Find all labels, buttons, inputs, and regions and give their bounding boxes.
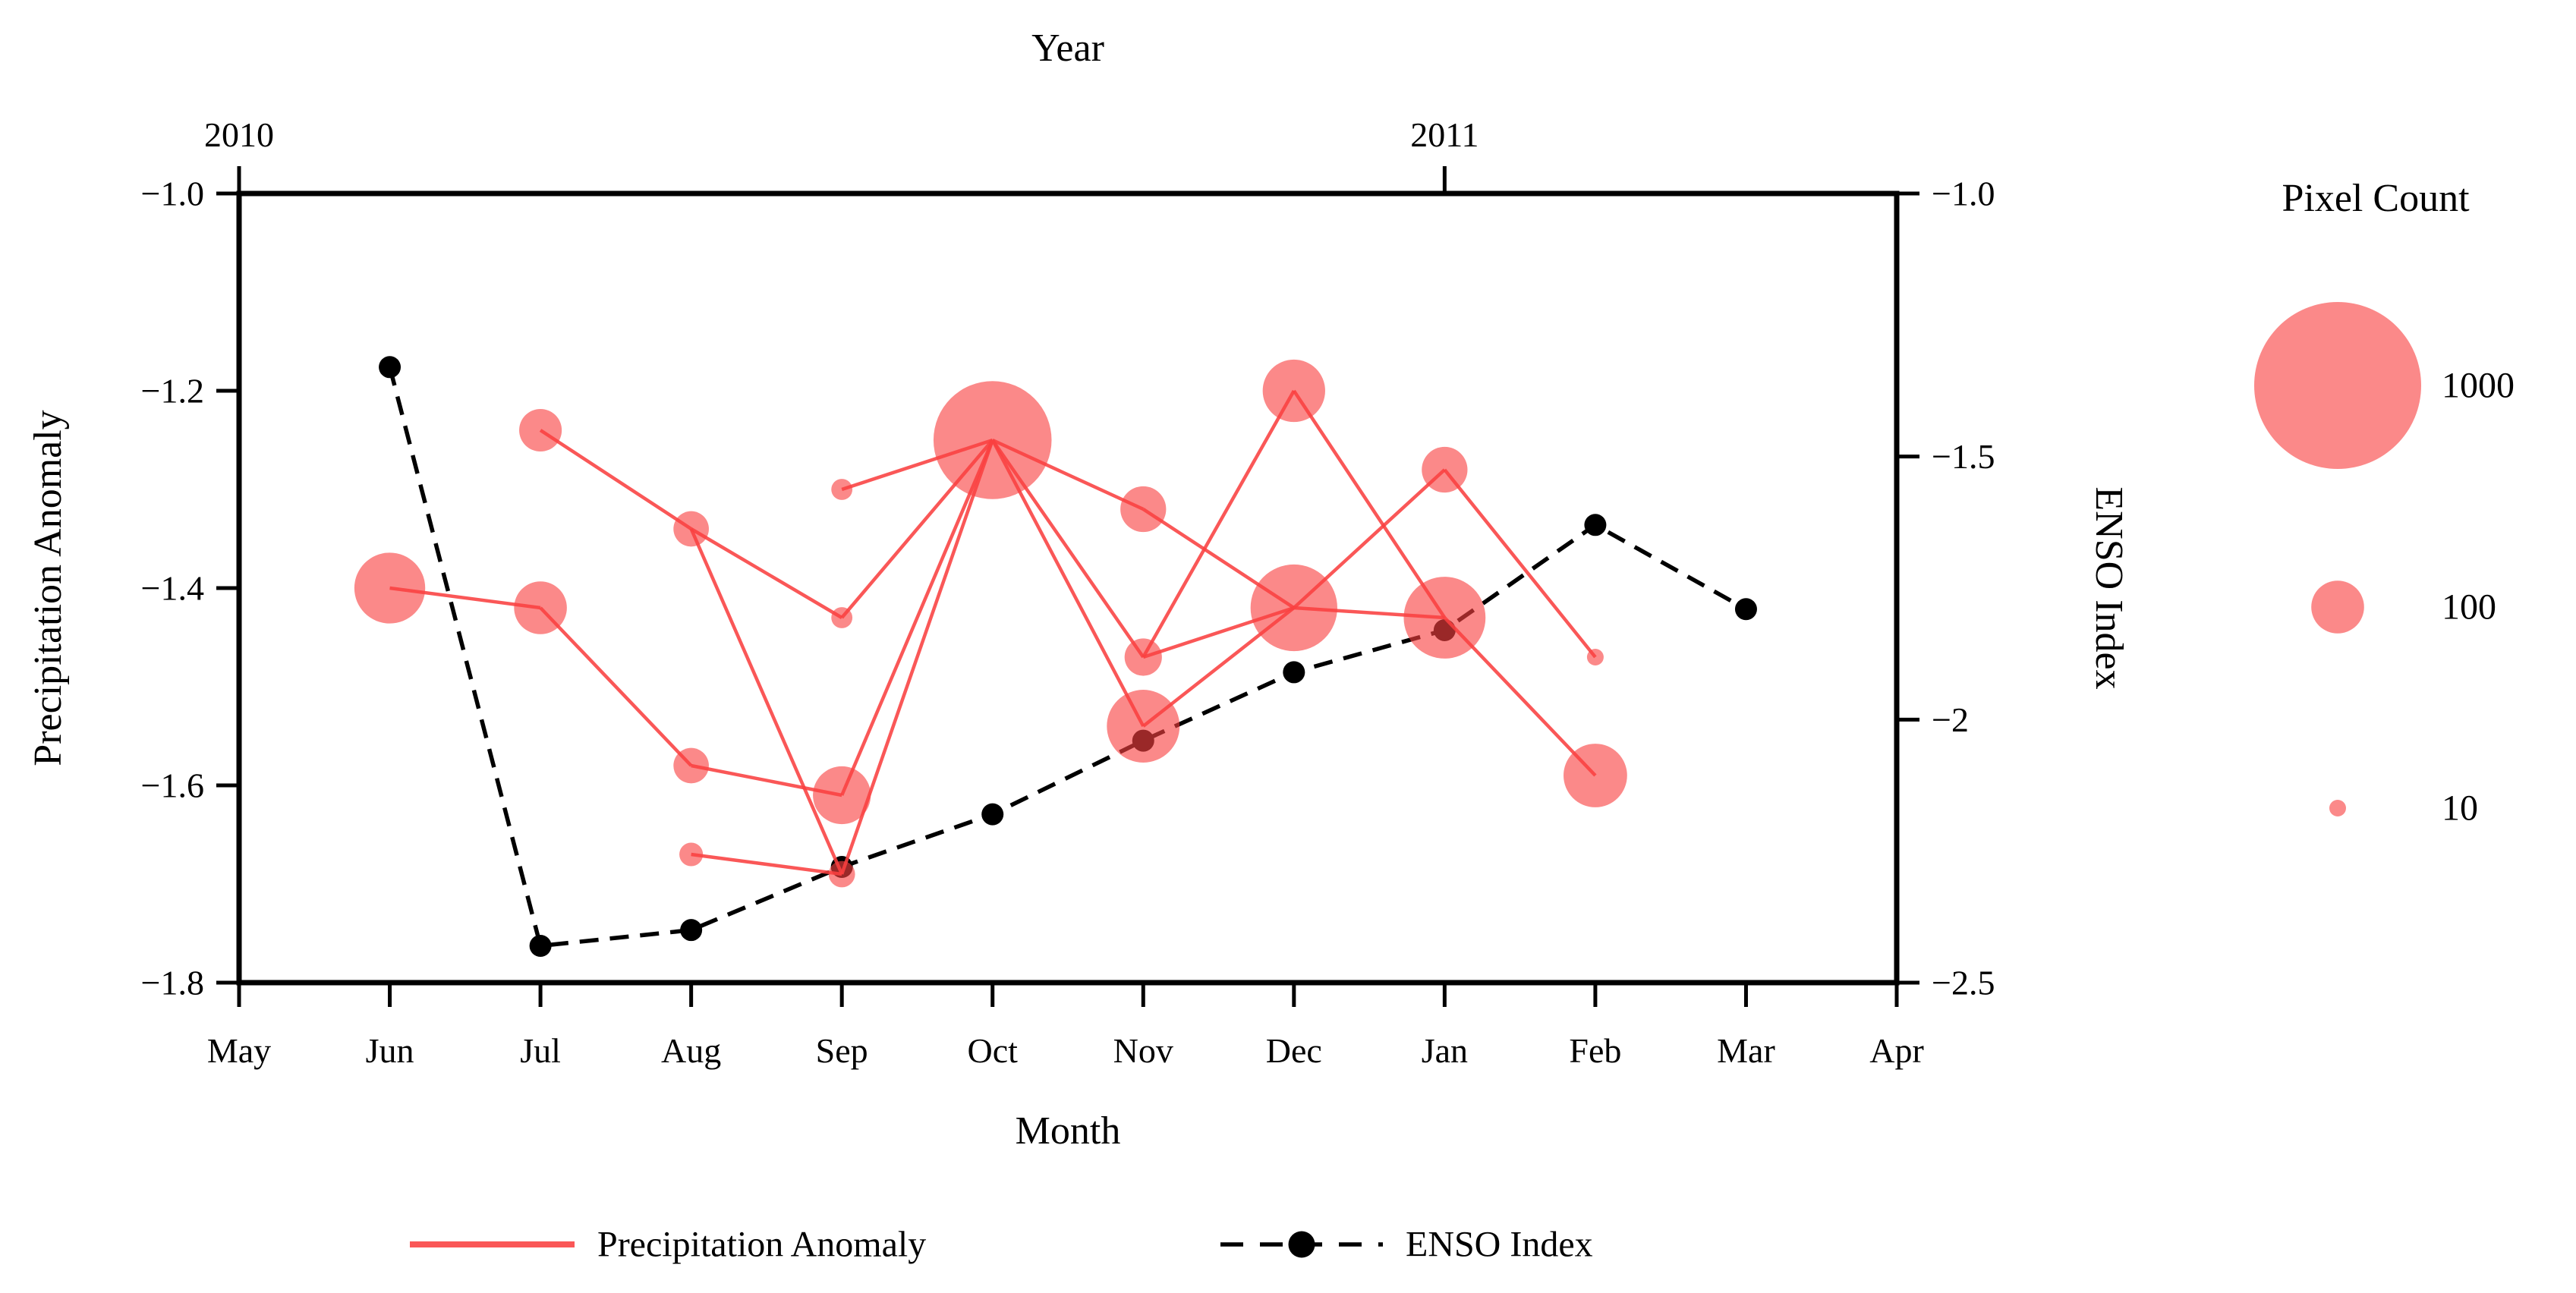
right-tick-label: −1.5 xyxy=(1932,437,1995,476)
month-label-nov: Nov xyxy=(1113,1031,1173,1070)
enso-point-feb xyxy=(1584,514,1607,536)
precip-segment-16-18 xyxy=(1443,468,1597,659)
enso-point-dec xyxy=(1283,661,1305,684)
month-label-jun: Jun xyxy=(366,1031,414,1070)
precip-segment-2-4 xyxy=(539,606,693,767)
precip-segment-10-12 xyxy=(990,439,1145,659)
enso-point-jul xyxy=(529,934,552,957)
size-legend-label-100: 100 xyxy=(2442,587,2496,628)
month-label-jul: Jul xyxy=(520,1031,561,1070)
precip-segment-7-10 xyxy=(840,439,994,619)
precip-segment-12-14 xyxy=(1142,389,1296,659)
left-tick-label: −1.0 xyxy=(141,175,204,213)
bottom-axis-title: Month xyxy=(1016,1109,1121,1153)
precip-segment-10-13 xyxy=(990,439,1145,728)
precip-segment-3-7 xyxy=(690,527,843,619)
right-tick-label: −1.0 xyxy=(1932,175,1995,213)
legend-enso-dot xyxy=(1288,1231,1315,1258)
enso-index-line xyxy=(387,367,1747,949)
month-label-dec: Dec xyxy=(1266,1031,1322,1070)
month-label-mar: Mar xyxy=(1717,1031,1775,1070)
left-tick-label: −1.4 xyxy=(141,569,204,608)
precip-segment-4-8 xyxy=(691,763,842,798)
precip-bubble-sep-6 xyxy=(831,479,853,500)
month-label-aug: Aug xyxy=(661,1031,721,1070)
legend-precip-label: Precipitation Anomaly xyxy=(597,1225,926,1265)
left-axis-title: Precipitation Anomaly xyxy=(27,410,70,766)
size-legend-label-1000: 1000 xyxy=(2442,366,2515,406)
precip-segment-17-19 xyxy=(1443,616,1597,777)
month-label-sep: Sep xyxy=(816,1031,868,1070)
precip-segment-14-17 xyxy=(1292,389,1447,619)
month-label-apr: Apr xyxy=(1869,1031,1924,1070)
precip-segment-3-9 xyxy=(689,528,844,875)
size-legend-label-10: 10 xyxy=(2442,788,2478,829)
precip-segment-11-15 xyxy=(1142,508,1296,609)
size-legend-bubble-10 xyxy=(2329,800,2346,816)
precip-segment-5-9 xyxy=(691,852,842,876)
size-legend-title: Pixel Count xyxy=(2282,177,2470,220)
year-label-2011: 2011 xyxy=(1410,115,1479,154)
month-label-jan: Jan xyxy=(1422,1031,1468,1070)
top-axis-title: Year xyxy=(1031,27,1104,70)
precip-segment-8-10 xyxy=(840,439,994,796)
size-legend-bubble-1000 xyxy=(2254,302,2421,469)
enso-point-aug xyxy=(680,919,703,942)
month-label-may: May xyxy=(207,1031,271,1070)
precip-segment-10-11 xyxy=(991,438,1145,511)
left-tick-label: −1.2 xyxy=(141,372,204,411)
month-label-oct: Oct xyxy=(968,1031,1019,1070)
precip-segment-6-10 xyxy=(841,438,994,492)
enso-point-jun xyxy=(379,356,402,379)
precip-segment-15-16 xyxy=(1293,468,1446,609)
left-tick-label: −1.6 xyxy=(141,766,204,805)
enso-point-oct xyxy=(981,803,1004,826)
precip-segment-12-15 xyxy=(1142,606,1295,659)
precip-segment-15-17 xyxy=(1293,606,1445,620)
precip-segment-13-15 xyxy=(1142,606,1296,728)
precip-segment-1-3 xyxy=(539,429,692,530)
left-tick-label: −1.8 xyxy=(141,964,204,1002)
enso-point-mar xyxy=(1734,598,1757,621)
year-label-2010: 2010 xyxy=(204,115,274,154)
precip-segment-9-10 xyxy=(840,439,994,875)
right-axis-title: ENSO Index xyxy=(2087,486,2130,689)
legend-enso-label: ENSO Index xyxy=(1406,1225,1593,1265)
right-tick-label: −2 xyxy=(1932,700,1969,739)
size-legend-bubble-100 xyxy=(2311,580,2364,634)
precip-segment-0-2 xyxy=(389,586,541,610)
month-label-feb: Feb xyxy=(1569,1031,1621,1070)
right-tick-label: −2.5 xyxy=(1932,964,1995,1002)
